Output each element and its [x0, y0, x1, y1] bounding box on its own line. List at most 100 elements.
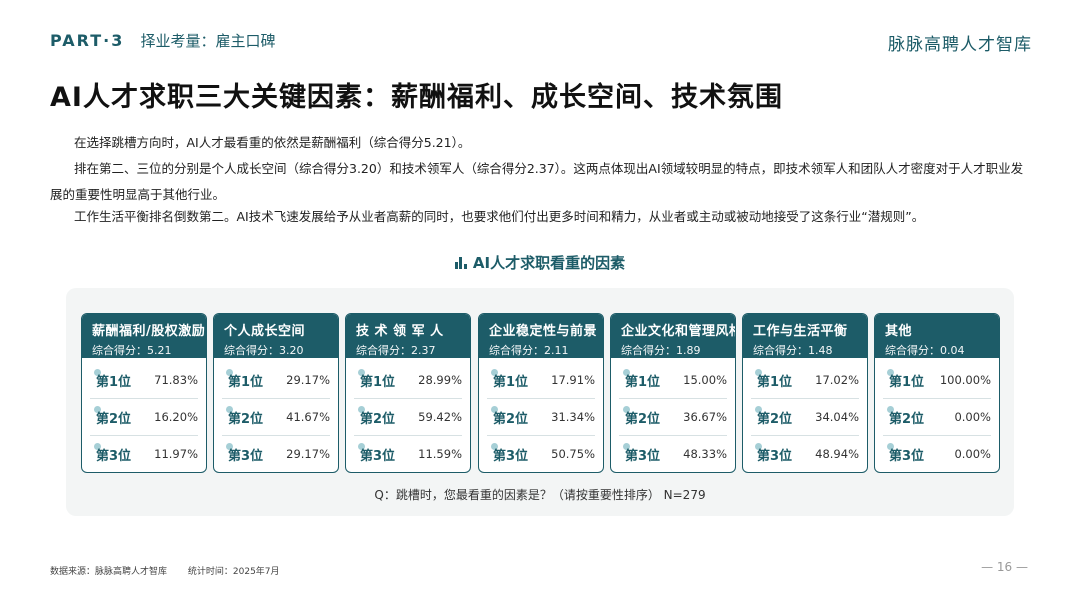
dot-marker-icon — [491, 406, 498, 413]
rank-percentage: 71.83% — [154, 373, 198, 387]
factor-score: 综合得分：1.89 — [621, 344, 701, 357]
footer: 数据来源：脉脉高聘人才智库 统计时间：2025年7月 — [50, 564, 298, 577]
dot-marker-icon — [226, 406, 233, 413]
rank-label: 第3位 — [625, 448, 661, 464]
factor-card: 其他 综合得分：0.04 第1位 100.00% 第2位 0.00% 第3位 0.00% — [874, 313, 1000, 473]
rank-row: 第2位 41.67% — [222, 399, 330, 436]
dot-marker-icon — [94, 443, 101, 450]
rank-percentage: 41.67% — [286, 410, 330, 424]
rank-row: 第1位 17.91% — [487, 362, 595, 399]
factor-score: 综合得分：2.11 — [489, 344, 569, 357]
rank-row: 第3位 29.17% — [222, 436, 330, 472]
paragraph-1: 在选择跳槽方向时，AI人才最看重的依然是薪酬福利（综合得分5.21）。 — [74, 135, 471, 150]
rank-label: 第2位 — [228, 411, 264, 427]
rank-percentage: 48.33% — [683, 447, 727, 461]
rank-percentage: 16.20% — [154, 410, 198, 424]
rank-percentage: 100.00% — [939, 373, 991, 387]
factor-name: 企业文化和管理风格 — [621, 324, 736, 339]
rank-row: 第2位 36.67% — [619, 399, 727, 436]
rank-row: 第3位 11.97% — [90, 436, 198, 472]
rank-row: 第3位 0.00% — [883, 436, 991, 472]
rank-percentage: 29.17% — [286, 373, 330, 387]
rank-label: 第1位 — [360, 374, 396, 390]
factor-card: 薪酬福利/股权激励 综合得分：5.21 第1位 71.83% 第2位 16.20% 第3位 1… — [81, 313, 207, 473]
rank-label: 第2位 — [493, 411, 529, 427]
data-source: 数据来源：脉脉高聘人才智库 — [50, 567, 168, 577]
rank-row: 第1位 17.02% — [751, 362, 859, 399]
rank-label: 第1位 — [625, 374, 661, 390]
dot-marker-icon — [491, 443, 498, 450]
brand-name: 脉脉高聘人才智库 — [888, 35, 1032, 55]
dot-marker-icon — [623, 443, 630, 450]
rank-row: 第1位 71.83% — [90, 362, 198, 399]
factor-name: 其他 — [885, 324, 913, 339]
rank-percentage: 34.04% — [815, 410, 859, 424]
rank-percentage: 11.59% — [418, 447, 462, 461]
rank-row: 第2位 59.42% — [354, 399, 462, 436]
factor-name: 薪酬福利/股权激励 — [92, 324, 206, 339]
dot-marker-icon — [94, 406, 101, 413]
factor-card-header: 企业文化和管理风格 综合得分：1.89 — [611, 314, 735, 358]
bar-chart-icon — [454, 257, 467, 269]
rank-label: 第3位 — [889, 448, 925, 464]
rank-label: 第3位 — [493, 448, 529, 464]
part-label: PART·3 — [50, 31, 125, 50]
factor-card-header: 企业稳定性与前景 综合得分：2.11 — [479, 314, 603, 358]
rank-row: 第1位 15.00% — [619, 362, 727, 399]
factor-name: 技 术 领 军 人 — [356, 324, 444, 339]
factor-card-header: 薪酬福利/股权激励 综合得分：5.21 — [82, 314, 206, 358]
rank-label: 第3位 — [96, 448, 132, 464]
rank-label: 第2位 — [96, 411, 132, 427]
rank-label: 第1位 — [757, 374, 793, 390]
rank-row: 第2位 16.20% — [90, 399, 198, 436]
rank-label: 第2位 — [889, 411, 925, 427]
factor-card: 企业稳定性与前景 综合得分：2.11 第1位 17.91% 第2位 31.34% 第3位 50… — [478, 313, 604, 473]
paragraph-2: 排在第二、三位的分别是个人成长空间（综合得分3.20）和技术领军人（综合得分2.… — [50, 161, 1024, 202]
factor-card: 企业文化和管理风格 综合得分：1.89 第1位 15.00% 第2位 36.67% 第3位 4… — [610, 313, 736, 473]
dot-marker-icon — [358, 443, 365, 450]
dot-marker-icon — [755, 406, 762, 413]
factor-card-header: 技 术 领 军 人综合得分：2.37 — [346, 314, 470, 358]
rank-label: 第3位 — [757, 448, 793, 464]
rank-percentage: 59.42% — [418, 410, 462, 424]
section-title: 择业考量：雇主口碑 — [140, 32, 276, 50]
factor-score: 综合得分：0.04 — [885, 344, 965, 357]
dot-marker-icon — [491, 369, 498, 376]
dot-marker-icon — [94, 369, 101, 376]
header-section: PART·3 择业考量：雇主口碑 — [50, 30, 275, 51]
page-number: — 16 — — [981, 560, 1028, 574]
rank-percentage: 31.34% — [551, 410, 595, 424]
rank-percentage: 36.67% — [683, 410, 727, 424]
dot-marker-icon — [887, 369, 894, 376]
rank-label: 第3位 — [360, 448, 396, 464]
rank-row: 第1位 100.00% — [883, 362, 991, 399]
rank-percentage: 17.02% — [815, 373, 859, 387]
factor-card-header: 其他综合得分：0.04 — [875, 314, 999, 358]
factor-card-header: 工作与生活平衡 综合得分：1.48 — [743, 314, 867, 358]
factor-name: 个人成长空间 — [224, 324, 306, 339]
survey-note: Q：跳槽时，您最看重的因素是？（请按重要性排序） N=279 — [374, 488, 706, 502]
rank-percentage: 17.91% — [551, 373, 595, 387]
factor-card-header: 个人成长空间 综合得分：3.20 — [214, 314, 338, 358]
rank-row: 第2位 0.00% — [883, 399, 991, 436]
rank-label: 第2位 — [757, 411, 793, 427]
factor-score: 综合得分：2.37 — [356, 344, 436, 357]
rank-label: 第2位 — [360, 411, 396, 427]
rank-percentage: 11.97% — [154, 447, 198, 461]
rank-percentage: 0.00% — [954, 410, 991, 424]
rank-label: 第3位 — [228, 448, 264, 464]
factor-score: 综合得分：1.48 — [753, 344, 833, 357]
rank-percentage: 50.75% — [551, 447, 595, 461]
rank-row: 第3位 48.94% — [751, 436, 859, 472]
rank-percentage: 28.99% — [418, 373, 462, 387]
stat-time: 统计时间：2025年7月 — [187, 567, 280, 577]
rank-label: 第1位 — [96, 374, 132, 390]
chart-title-text: AI人才求职看重的因素 — [472, 254, 626, 272]
dot-marker-icon — [755, 369, 762, 376]
rank-row: 第3位 11.59% — [354, 436, 462, 472]
factor-name: 工作与生活平衡 — [753, 324, 848, 339]
rank-row: 第3位 48.33% — [619, 436, 727, 472]
dot-marker-icon — [887, 406, 894, 413]
rank-percentage: 15.00% — [683, 373, 727, 387]
factor-card: 技 术 领 军 人综合得分：2.37 第1位 28.99% 第2位 59.42% 第3位 1… — [345, 313, 471, 473]
